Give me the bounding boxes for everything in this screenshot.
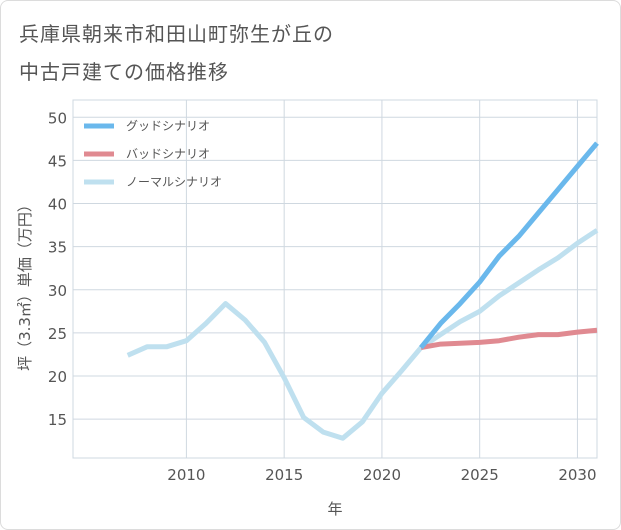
grid [72,99,598,459]
y-tick-label: 45 [48,152,67,170]
x-tick-label: 2030 [558,466,596,484]
legend-label: グッドシナリオ [126,119,210,133]
series-lines [126,141,599,441]
chart-title-line-1: 兵庫県朝来市和田山町弥生が丘の [19,22,334,46]
x-tick-label: 2015 [265,466,303,484]
x-tick-label: 2025 [461,466,499,484]
x-tick-label: 2020 [363,466,401,484]
y-axis-title: 坪（3.3㎡）単価（万円） [16,197,34,371]
y-tick-label: 50 [48,109,67,127]
series-line-3 [126,228,599,441]
y-tick-label: 15 [48,411,67,429]
y-tick-label: 25 [48,325,67,343]
y-tick-label: 20 [48,368,67,386]
series-line-2 [420,327,598,351]
chart-title-line-2: 中古戸建ての価格推移 [19,60,229,84]
x-axis-title: 年 [327,500,342,518]
y-tick-label: 30 [48,282,67,300]
series-line-1 [419,141,599,350]
legend-label: ノーマルシナリオ [126,175,222,189]
x-tick-label: 2010 [167,466,205,484]
plot-area-border [72,99,598,459]
y-tick-label: 35 [48,239,67,257]
legend-label: バッドシナリオ [126,147,210,161]
chart-title: 兵庫県朝来市和田山町弥生が丘の 中古戸建ての価格推移 [19,15,439,91]
y-tick-label: 40 [48,196,67,214]
